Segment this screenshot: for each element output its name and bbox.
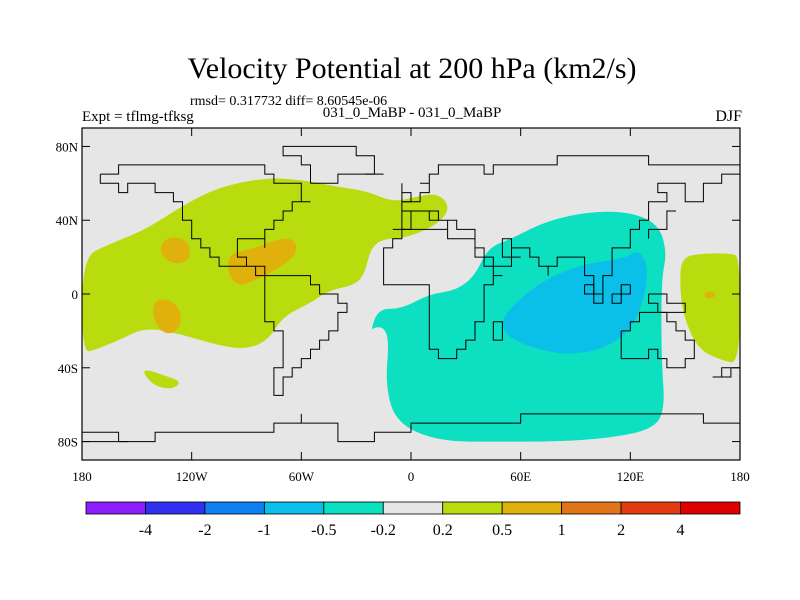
- lat-tick-label: 40S: [58, 361, 78, 376]
- colorbar-swatch: [382, 501, 444, 515]
- coastline-segment: [383, 228, 503, 360]
- positive-anomaly-centre-a: [160, 237, 190, 264]
- colorbar-label: -0.5: [311, 522, 336, 539]
- chart-title: Velocity Potential at 200 hPa (km2/s): [187, 52, 637, 85]
- coastline-segment: [82, 413, 740, 460]
- coastline-segment: [648, 210, 676, 239]
- positive-anomaly-east: [680, 253, 740, 363]
- colorbar-label: -4: [139, 522, 152, 539]
- lat-tick-label: 80N: [56, 139, 79, 154]
- colorbar-swatch: [680, 501, 741, 515]
- coastline-segment: [99, 164, 311, 277]
- season-label: DJF: [715, 108, 742, 125]
- colorbar-swatch: [263, 501, 325, 515]
- colorbar-swatch: [501, 501, 563, 515]
- lon-tick-label: 60E: [510, 469, 531, 484]
- positive-anomaly-centre-c: [153, 299, 181, 334]
- rmsd-diff-stats: rmsd= 0.317732 diff= 8.60545e-06: [190, 94, 388, 109]
- lat-tick-label: 0: [72, 287, 79, 302]
- coastline-segment: [282, 145, 375, 184]
- coastline-segment: [648, 293, 686, 313]
- colorbar-label: 0.5: [492, 522, 512, 539]
- coastline-segment: [712, 367, 740, 378]
- colorbar-swatch: [323, 501, 384, 515]
- colorbar-label: -2: [198, 522, 211, 539]
- lon-tick-label: 180: [72, 469, 92, 484]
- colorbar-swatch: [561, 501, 622, 515]
- negative-anomaly-core: [502, 252, 647, 354]
- colorbar-label: -0.2: [371, 522, 396, 539]
- lon-tick-label: 180: [730, 469, 750, 484]
- lon-tick-label: 120E: [617, 469, 645, 484]
- positive-anomaly-centre-b: [228, 238, 297, 285]
- positive-anomaly-southwest-lobe: [144, 370, 179, 389]
- colorbar-swatch: [145, 501, 206, 515]
- colorbar-label: 4: [677, 522, 685, 539]
- colorbar-swatch: [442, 501, 503, 515]
- run-comparison-label: 031_0_MaBP - 031_0_MaBP: [322, 105, 502, 121]
- lat-tick-label: 80S: [58, 435, 78, 450]
- colorbar-label: 1: [558, 522, 566, 539]
- colorbar-swatch: [85, 501, 146, 515]
- coastline-segment: [620, 311, 695, 369]
- colorbar-swatch: [204, 501, 265, 515]
- coastline-segment: [492, 321, 503, 341]
- coastline-segment: [611, 284, 631, 304]
- colorbar-label: 2: [617, 522, 625, 539]
- colorbar-label: -1: [258, 522, 271, 539]
- colorbar-label: 0.2: [433, 522, 453, 539]
- positive-anomaly-centre-d: [704, 291, 716, 299]
- lon-tick-label: 60W: [289, 469, 315, 484]
- lon-tick-label: 120W: [176, 469, 209, 484]
- experiment-label: Expt = tflmg-tfksg: [82, 109, 194, 125]
- colorbar-swatch: [620, 501, 681, 515]
- coastline-segment: [392, 155, 740, 295]
- coastline-segment: [264, 275, 348, 396]
- coastline-segment: [401, 183, 412, 203]
- lon-tick-label: 0: [408, 469, 415, 484]
- lat-tick-label: 40N: [56, 213, 79, 228]
- coastline-segment: [584, 284, 604, 304]
